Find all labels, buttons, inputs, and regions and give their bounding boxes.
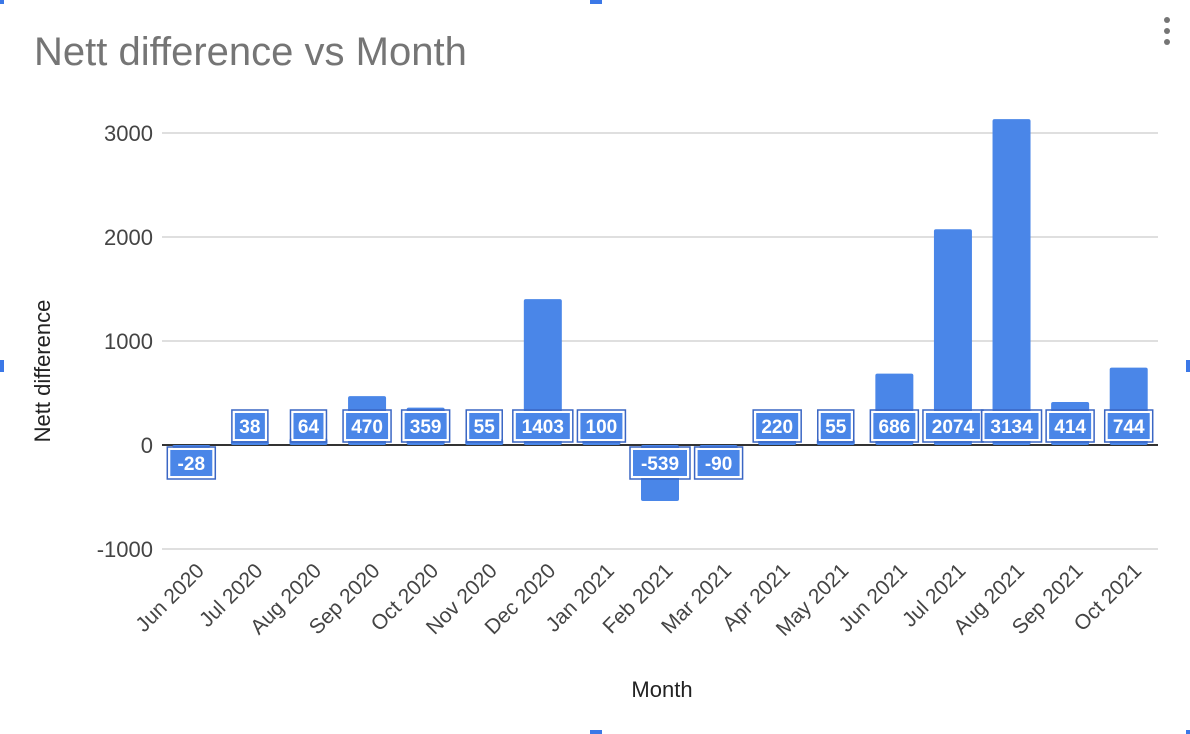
- bar[interactable]: [992, 119, 1031, 446]
- data-label: 55: [817, 409, 855, 443]
- data-label: -539: [629, 446, 691, 480]
- svg-text:64: 64: [298, 417, 320, 438]
- data-label: 2074: [922, 409, 984, 443]
- svg-text:744: 744: [1113, 417, 1145, 438]
- data-label: 3134: [980, 409, 1043, 443]
- data-label: -90: [693, 446, 744, 480]
- data-label: 414: [1045, 409, 1095, 443]
- data-label: 359: [400, 409, 451, 443]
- svg-text:470: 470: [351, 417, 383, 438]
- data-label: 64: [289, 409, 328, 443]
- data-label: -28: [166, 446, 217, 480]
- selection-handle-right[interactable]: [1186, 360, 1190, 372]
- selection-handle-bottom[interactable]: [590, 730, 602, 734]
- svg-text:-539: -539: [641, 454, 679, 475]
- selection-handle-left[interactable]: [0, 360, 4, 372]
- svg-text:55: 55: [825, 417, 847, 438]
- selection-handle-bottom-right[interactable]: [1186, 730, 1190, 734]
- svg-text:2074: 2074: [932, 417, 975, 438]
- svg-text:686: 686: [879, 417, 911, 438]
- y-tick-label: 1000: [104, 329, 153, 354]
- selection-handle-top[interactable]: [590, 0, 602, 4]
- x-tick-label: Jun 2020: [131, 559, 208, 636]
- y-tick-label: 2000: [104, 225, 153, 250]
- svg-text:100: 100: [586, 417, 618, 438]
- bar[interactable]: [523, 299, 562, 445]
- data-label: 686: [869, 409, 920, 443]
- svg-text:3134: 3134: [990, 417, 1033, 438]
- data-label: 100: [576, 409, 627, 443]
- data-label: 1403: [512, 409, 574, 443]
- data-label: 744: [1103, 409, 1154, 443]
- chart-title: Nett difference vs Month: [34, 30, 467, 74]
- y-tick-label: 0: [141, 433, 153, 458]
- x-axis-title: Month: [631, 677, 692, 702]
- svg-text:1403: 1403: [522, 417, 564, 438]
- bar[interactable]: [933, 229, 972, 445]
- svg-text:414: 414: [1054, 417, 1086, 438]
- more-options-icon[interactable]: [1160, 14, 1174, 50]
- svg-text:359: 359: [410, 417, 442, 438]
- svg-text:55: 55: [474, 417, 496, 438]
- svg-text:38: 38: [239, 417, 260, 438]
- y-tick-label: -1000: [97, 537, 153, 562]
- y-tick-label: 3000: [104, 121, 153, 146]
- selection-handle-top-left[interactable]: [0, 0, 4, 4]
- data-label: 220: [752, 409, 802, 443]
- data-label: 55: [465, 409, 503, 443]
- data-label: 38: [231, 409, 269, 443]
- y-axis-title: Nett difference: [30, 300, 55, 443]
- data-label: 470: [342, 409, 392, 443]
- svg-text:-28: -28: [178, 454, 205, 475]
- svg-text:220: 220: [761, 417, 793, 438]
- svg-text:-90: -90: [705, 454, 732, 475]
